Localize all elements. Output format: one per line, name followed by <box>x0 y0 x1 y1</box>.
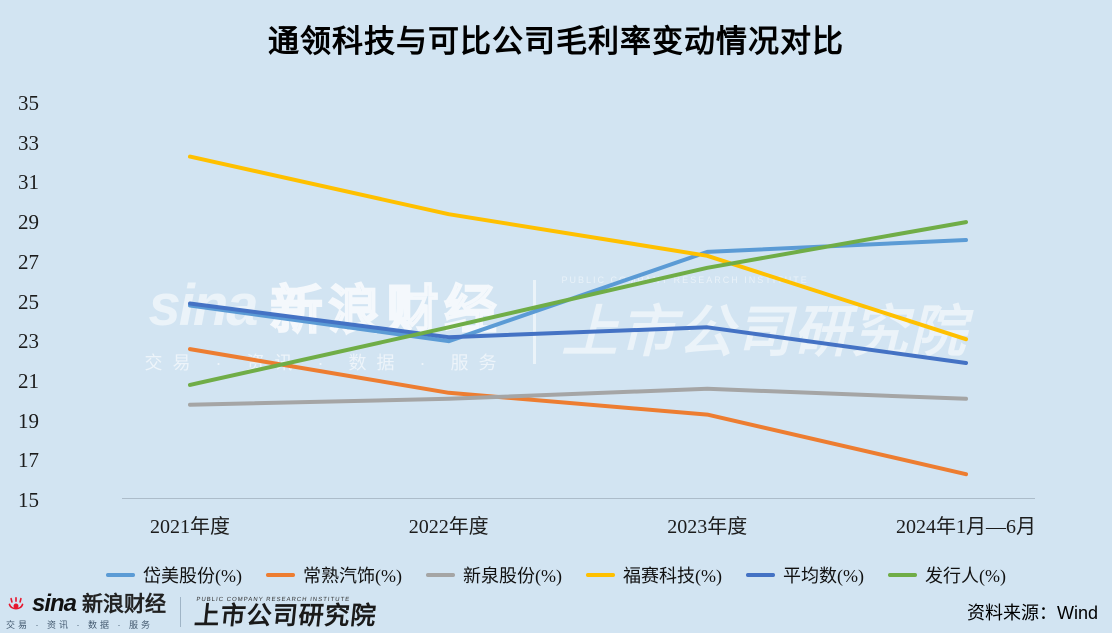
sina-watermark: sina 新浪财经 交易 · 资讯 · 数据 · 服务 PUBLIC COMPA… <box>0 268 1112 375</box>
series-line-平均数(%) <box>188 301 968 365</box>
y-tick-label: 25 <box>18 289 39 314</box>
legend-label: 发行人(%) <box>924 566 1006 586</box>
legend-label: 岱美股份(%) <box>143 566 243 586</box>
y-tick-label: 27 <box>18 249 39 274</box>
institute-name: 上市公司研究院 <box>193 601 379 630</box>
y-tick-label: 21 <box>18 368 39 393</box>
series-line-岱美股份(%) <box>188 238 968 344</box>
x-category-label: 2021年度 <box>150 516 230 538</box>
sina-brand-text: 新浪财经 <box>82 592 167 616</box>
sina-sub-text: 交易 · 资讯 · 数据 · 服务 <box>6 620 153 630</box>
y-tick-label: 19 <box>18 408 39 433</box>
legend-dash-icon <box>266 573 296 577</box>
watermark-sub-text: 交易 · 资讯 · 数据 · 服务 <box>144 353 507 373</box>
y-tick-label: 33 <box>18 130 39 155</box>
sina-eye-icon <box>8 597 24 610</box>
chart-legend: 岱美股份(%) 常熟汽饰(%) 新泉股份(%) 福赛科技(%) 平均数(%) 发行人(%) <box>0 562 1112 588</box>
series-line-新泉股份(%) <box>188 386 968 407</box>
watermark-institute-caption: PUBLIC COMPANY RESEARCH INSTITUTE <box>561 275 809 285</box>
x-category-label: 2022年度 <box>408 516 489 538</box>
data-source-note: 资料来源：Wind <box>966 603 1098 623</box>
sina-logo-text: sina <box>32 590 77 617</box>
legend-dash-icon <box>106 573 136 577</box>
watermark-institute-block: PUBLIC COMPANY RESEARCH INSTITUTE 上市公司研究… <box>562 275 968 368</box>
legend-item: 福赛科技(%) <box>586 562 722 588</box>
series-line-常熟汽饰(%) <box>188 347 968 477</box>
sina-logo-block: sina 新浪财经 交易 · 资讯 · 数据 · 服务 <box>6 590 167 631</box>
watermark-sina-logo: sina <box>148 273 258 338</box>
y-tick-label: 23 <box>18 329 39 354</box>
y-tick-label: 17 <box>18 448 39 473</box>
legend-dash-icon <box>586 573 615 577</box>
legend-item: 发行人(%) <box>887 562 1006 588</box>
watermark-sina-block: sina 新浪财经 交易 · 资讯 · 数据 · 服务 <box>145 268 507 375</box>
legend-label: 新泉股份(%) <box>463 566 562 586</box>
legend-label: 平均数(%) <box>782 566 864 586</box>
footer-divider <box>180 597 182 627</box>
y-tick-label: 29 <box>18 210 39 235</box>
x-axis-baseline <box>122 498 1035 499</box>
series-line-发行人(%) <box>188 220 968 387</box>
x-category-label: 2024年1月—6月 <box>896 516 1036 538</box>
watermark-institute-text: 上市公司研究院 <box>561 300 968 363</box>
institute-logo-block: PUBLIC COMPANY RESEARCH INSTITUTE 上市公司研究… <box>193 597 379 630</box>
watermark-brand-text: 新浪财经 <box>270 281 503 341</box>
legend-item: 常熟汽饰(%) <box>266 562 402 588</box>
footer-branding: sina 新浪财经 交易 · 资讯 · 数据 · 服务 PUBLIC COMPA… <box>0 590 379 631</box>
legend-item: 平均数(%) <box>745 562 864 588</box>
y-tick-label: 15 <box>18 488 39 512</box>
x-category-label: 2023年度 <box>667 516 748 538</box>
legend-item: 新泉股份(%) <box>426 562 562 588</box>
legend-item: 岱美股份(%) <box>106 562 242 588</box>
legend-label: 常熟汽饰(%) <box>303 566 403 586</box>
series-line-福赛科技(%) <box>188 154 968 342</box>
chart-title: 通领科技与可比公司毛利率变动情况对比 <box>268 24 844 59</box>
legend-dash-icon <box>426 573 456 577</box>
footer: sina 新浪财经 交易 · 资讯 · 数据 · 服务 PUBLIC COMPA… <box>0 591 1112 633</box>
y-tick-label: 35 <box>18 91 39 115</box>
watermark-divider <box>532 279 536 364</box>
y-tick-label: 31 <box>18 170 39 195</box>
legend-dash-icon <box>887 573 917 577</box>
legend-label: 福赛科技(%) <box>623 566 722 586</box>
legend-dash-icon <box>745 573 775 577</box>
